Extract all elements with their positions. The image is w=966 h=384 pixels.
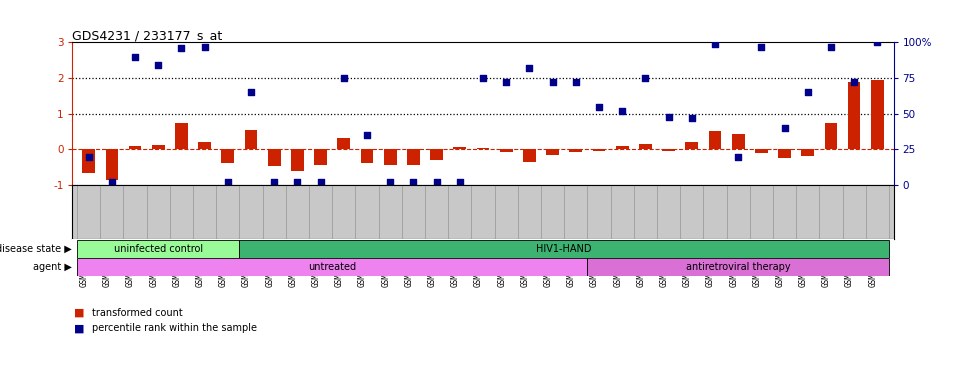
Point [429, 179, 444, 185]
Bar [77, 240, 240, 258]
Text: HIV1-HAND: HIV1-HAND [536, 244, 592, 254]
Text: ■: ■ [74, 308, 85, 318]
Point [452, 179, 468, 185]
Text: transformed count: transformed count [92, 308, 183, 318]
Point [591, 104, 607, 110]
Point [475, 75, 491, 81]
Bar [802, 149, 814, 156]
Text: ■: ■ [74, 323, 85, 333]
Bar [639, 144, 652, 149]
Point [498, 79, 514, 85]
Point [661, 114, 676, 120]
Point [267, 179, 282, 185]
Bar [314, 149, 327, 164]
Point [336, 75, 352, 81]
Point [823, 43, 838, 50]
Point [730, 154, 746, 160]
Bar [615, 146, 629, 149]
Bar [244, 130, 257, 149]
Point [800, 89, 815, 95]
Bar [592, 149, 606, 151]
Point [684, 115, 699, 121]
Bar [453, 147, 467, 149]
Bar [825, 122, 838, 149]
Bar [240, 240, 889, 258]
Point [638, 75, 653, 81]
Bar [755, 149, 768, 153]
Point [869, 39, 885, 45]
Bar [82, 149, 95, 173]
Bar [105, 149, 118, 180]
Point [777, 125, 792, 131]
Bar [128, 146, 141, 149]
Bar [546, 149, 559, 155]
Bar [523, 149, 536, 162]
Bar [198, 142, 211, 149]
Point [707, 41, 723, 47]
Point [545, 79, 560, 85]
Point [243, 89, 259, 95]
Bar [662, 149, 675, 151]
Point [359, 132, 375, 138]
Point [614, 108, 630, 114]
Bar [848, 81, 861, 149]
Bar [221, 149, 234, 163]
Bar [476, 148, 490, 149]
Point [313, 179, 328, 185]
Point [290, 179, 305, 185]
Point [383, 179, 398, 185]
Bar [360, 149, 374, 163]
Bar [175, 122, 187, 149]
Point [197, 43, 213, 50]
Bar [430, 149, 443, 160]
Point [104, 179, 120, 185]
Point [522, 65, 537, 71]
Bar [337, 138, 351, 149]
Text: percentile rank within the sample: percentile rank within the sample [92, 323, 257, 333]
Bar [152, 145, 164, 149]
Text: antiretroviral therapy: antiretroviral therapy [686, 262, 790, 272]
Bar [291, 149, 304, 171]
Text: GDS4231 / 233177_s_at: GDS4231 / 233177_s_at [72, 29, 223, 42]
Bar [587, 258, 889, 276]
Point [220, 179, 236, 185]
Bar [384, 149, 397, 164]
Point [846, 79, 862, 85]
Bar [268, 149, 281, 166]
Text: disease state ▶: disease state ▶ [0, 244, 72, 254]
Text: untreated: untreated [308, 262, 356, 272]
Point [753, 43, 769, 50]
Bar [709, 131, 722, 149]
Text: agent ▶: agent ▶ [33, 262, 72, 272]
Bar [779, 149, 791, 159]
Bar [871, 80, 884, 149]
Text: uninfected control: uninfected control [114, 244, 203, 254]
Point [406, 179, 421, 185]
Point [568, 79, 583, 85]
Bar [77, 258, 587, 276]
Bar [499, 149, 513, 152]
Bar [569, 149, 582, 152]
Point [81, 154, 97, 160]
Bar [685, 142, 698, 149]
Point [151, 62, 166, 68]
Bar [407, 149, 420, 164]
Bar [732, 134, 745, 149]
Point [174, 45, 189, 51]
Point [128, 53, 143, 60]
